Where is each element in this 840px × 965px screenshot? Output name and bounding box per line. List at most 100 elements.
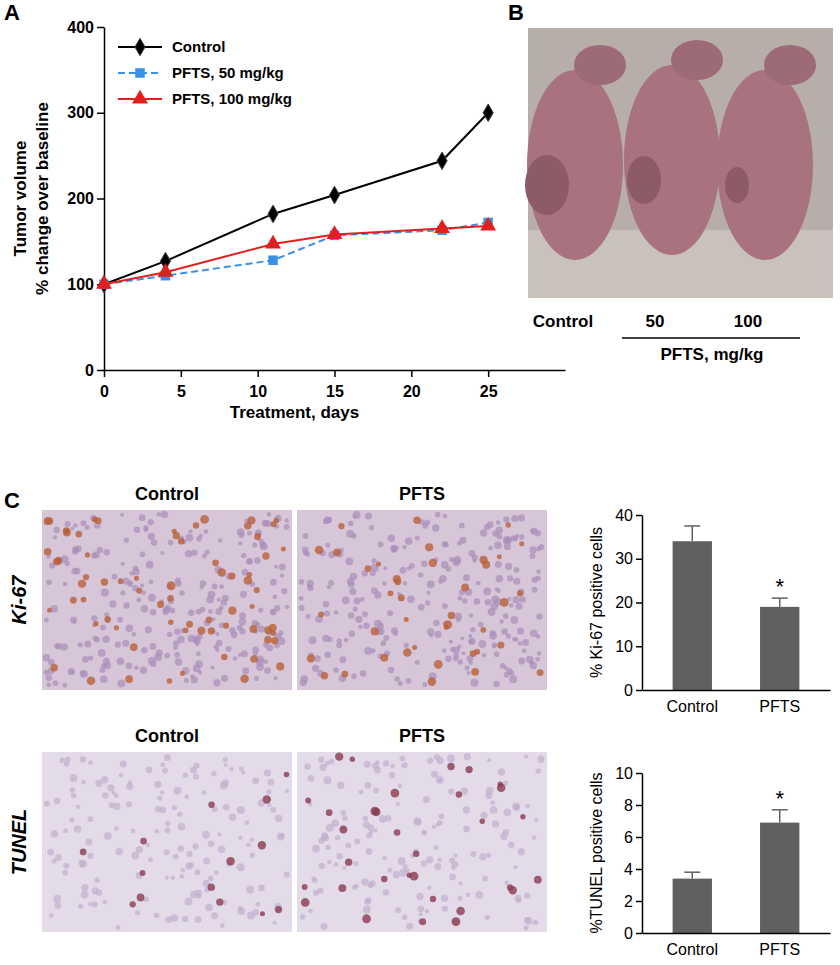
- cell: [327, 585, 331, 589]
- cell: [47, 849, 54, 856]
- cell: [416, 893, 423, 900]
- cell: [464, 753, 471, 760]
- column-label: PFTS: [399, 726, 445, 746]
- mouse: [525, 45, 626, 260]
- stained-cell: [262, 552, 269, 559]
- cell: [535, 657, 540, 662]
- cell: [388, 667, 395, 674]
- cell: [105, 617, 111, 623]
- stained-cell: [315, 546, 324, 555]
- cell: [434, 863, 441, 870]
- cell: [238, 906, 243, 911]
- stained-cell: [258, 841, 266, 849]
- cell: [45, 674, 52, 681]
- tick-label: Control: [666, 941, 718, 958]
- cell: [72, 549, 77, 554]
- cell: [177, 812, 182, 817]
- stained-cell: [168, 619, 174, 625]
- stained-cell: [216, 898, 223, 905]
- cell: [393, 871, 400, 878]
- marker: [483, 104, 493, 122]
- cell: [474, 598, 481, 605]
- cell: [504, 880, 508, 884]
- cell: [517, 628, 524, 635]
- cell: [321, 836, 325, 840]
- cell: [319, 863, 325, 869]
- cell: [391, 627, 398, 634]
- stained-cell: [425, 543, 433, 551]
- cell: [334, 862, 339, 867]
- cell: [100, 675, 108, 683]
- stained-cell: [269, 624, 277, 632]
- micrograph-background: [42, 752, 292, 932]
- cell: [385, 815, 392, 822]
- cell: [451, 861, 458, 868]
- cell: [522, 648, 527, 653]
- cell: [175, 580, 181, 586]
- cell: [178, 823, 186, 831]
- stained-cell: [83, 574, 89, 580]
- legend-label: Control: [172, 38, 225, 55]
- cell: [536, 613, 543, 620]
- tick-label: 10: [615, 638, 633, 655]
- cell: [270, 579, 277, 586]
- cell: [281, 588, 287, 594]
- cell: [252, 777, 259, 784]
- cell: [274, 565, 278, 569]
- cell: [398, 681, 403, 686]
- cell: [82, 656, 89, 663]
- tick-mark: [636, 646, 642, 648]
- stained-cell: [276, 662, 284, 670]
- cell: [433, 620, 439, 626]
- cell: [394, 676, 399, 681]
- cell: [325, 543, 330, 548]
- cell: [210, 666, 214, 670]
- cell: [245, 820, 250, 825]
- error-stem: [692, 526, 694, 541]
- cell: [229, 627, 236, 634]
- legend-item: PFTS, 100 mg/kg: [118, 90, 292, 107]
- tick-mark: [636, 901, 642, 903]
- cell: [510, 616, 518, 624]
- cell: [435, 512, 441, 518]
- cell: [193, 665, 201, 673]
- cell: [472, 555, 478, 561]
- cell: [434, 845, 439, 850]
- cell: [396, 802, 400, 806]
- cell: [523, 925, 528, 930]
- cell: [187, 851, 193, 857]
- cell: [109, 802, 115, 808]
- cell: [154, 829, 159, 834]
- cell: [494, 651, 500, 657]
- cell: [402, 545, 406, 549]
- cell: [413, 817, 421, 825]
- cell: [91, 615, 97, 621]
- cell: [387, 610, 393, 616]
- cell: [493, 681, 499, 687]
- cell: [366, 833, 372, 839]
- cell: [85, 525, 90, 530]
- cell: [496, 520, 501, 525]
- cell: [458, 596, 463, 601]
- cell: [344, 638, 349, 643]
- cell: [365, 782, 372, 789]
- stained-cell: [247, 572, 252, 577]
- cell: [88, 655, 93, 660]
- cell: [371, 558, 376, 563]
- cell: [353, 861, 358, 866]
- cell: [513, 578, 520, 585]
- stained-cell: [275, 906, 282, 913]
- cell: [237, 528, 245, 536]
- axis: 0246810: [615, 765, 642, 942]
- tick-mark: [97, 370, 104, 372]
- stained-cell: [105, 616, 111, 622]
- cell: [149, 580, 154, 585]
- stained-cell: [443, 620, 452, 629]
- cell: [444, 542, 449, 547]
- tick-label: 0: [624, 682, 633, 699]
- cell: [364, 647, 372, 655]
- tick: 30: [615, 550, 642, 567]
- cell: [223, 804, 230, 811]
- stained-cell: [70, 597, 77, 604]
- cell: [182, 916, 188, 922]
